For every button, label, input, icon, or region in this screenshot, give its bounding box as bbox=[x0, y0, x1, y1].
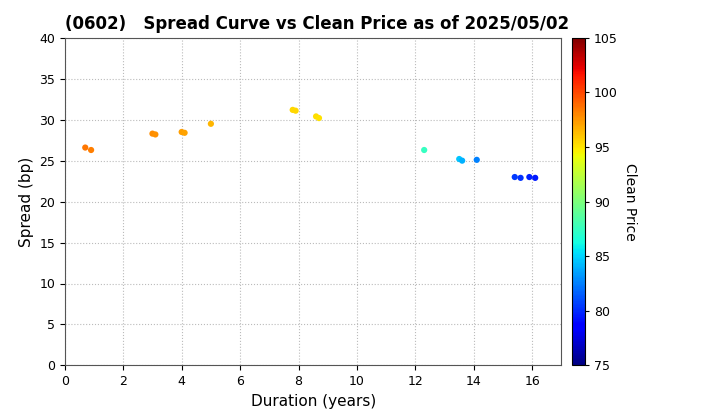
Point bbox=[523, 174, 535, 181]
Point bbox=[79, 144, 91, 151]
Text: (0602)   Spread Curve vs Clean Price as of 2025/05/02: (0602) Spread Curve vs Clean Price as of… bbox=[65, 16, 569, 34]
Y-axis label: Spread (bp): Spread (bp) bbox=[19, 157, 34, 247]
Point bbox=[313, 115, 325, 121]
Point bbox=[471, 157, 482, 163]
Point bbox=[310, 113, 322, 120]
Point bbox=[509, 174, 521, 181]
Point bbox=[86, 147, 97, 153]
Point bbox=[179, 129, 190, 136]
X-axis label: Duration (years): Duration (years) bbox=[251, 394, 376, 409]
Point bbox=[205, 121, 217, 127]
Point bbox=[456, 157, 468, 164]
Point bbox=[147, 130, 158, 137]
Y-axis label: Clean Price: Clean Price bbox=[624, 163, 637, 241]
Point bbox=[529, 174, 541, 181]
Point bbox=[150, 131, 161, 138]
Point bbox=[454, 156, 465, 163]
Point bbox=[287, 107, 299, 113]
Point bbox=[290, 108, 302, 114]
Point bbox=[418, 147, 430, 153]
Point bbox=[176, 129, 187, 135]
Point bbox=[515, 174, 526, 181]
